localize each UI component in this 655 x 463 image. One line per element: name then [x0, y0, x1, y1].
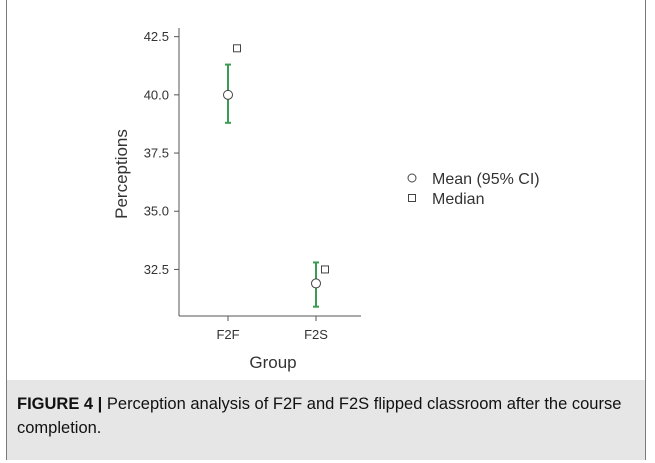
legend-mean-marker — [407, 173, 417, 183]
mean-point — [223, 89, 233, 100]
y-tick-label: 42.5 — [144, 29, 169, 44]
caption-label: FIGURE 4 | — [17, 395, 103, 413]
y-tick-label: 32.5 — [144, 262, 169, 277]
y-tick-label: 37.5 — [144, 146, 169, 161]
figure-caption: FIGURE 4 | Perception analysis of F2F an… — [7, 380, 645, 460]
legend-median-label: Median — [432, 191, 484, 208]
y-axis-title: Perceptions — [112, 129, 131, 219]
x-tick-label: F2F — [216, 327, 239, 342]
median-point — [321, 265, 329, 274]
legend-mean-label: Mean (95% CI) — [432, 171, 540, 188]
x-axis-title: Group — [249, 353, 296, 372]
chart: 32.5 35.0 37.5 40.0 42.5 F2F F2S Group Perceptio… — [112, 28, 540, 372]
y-tick-label: 40.0 — [144, 87, 169, 102]
y-tick-label: 35.0 — [144, 204, 169, 219]
legend-median-marker — [408, 194, 416, 202]
median-point — [233, 44, 241, 53]
mean-point — [311, 278, 321, 289]
caption-text: Perception analysis of F2F and F2S flipp… — [17, 395, 622, 437]
x-tick-label: F2S — [304, 327, 328, 342]
